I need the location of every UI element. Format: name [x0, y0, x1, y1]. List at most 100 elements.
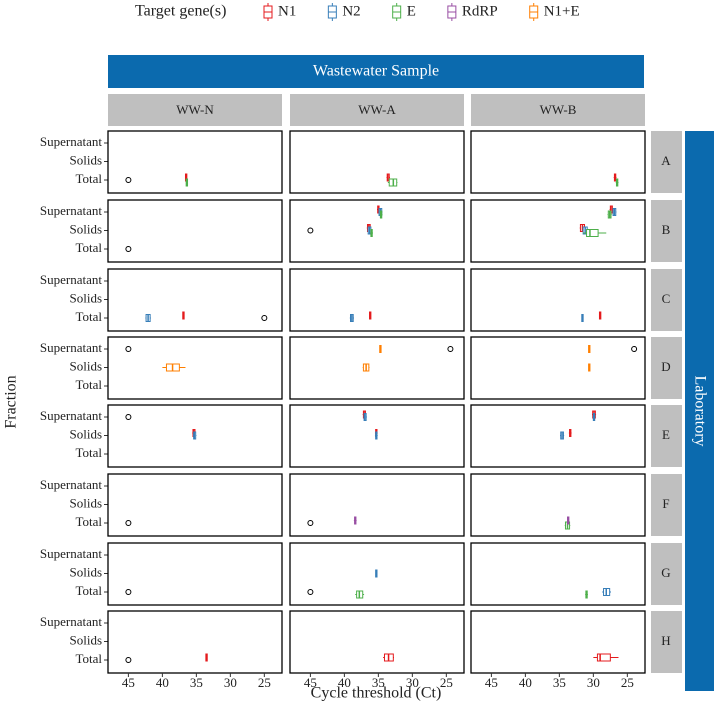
panel: [289, 610, 465, 674]
panel: [289, 473, 465, 537]
y-tick-label: Total: [75, 445, 102, 460]
y-tick-label: Total: [75, 514, 102, 529]
panel: [470, 336, 646, 400]
panel: [470, 199, 646, 263]
column-label: WW-N: [176, 102, 214, 117]
row-label: C: [662, 291, 671, 306]
panel: [107, 336, 283, 400]
legend-label: E: [407, 3, 416, 19]
panel: [107, 542, 283, 606]
x-tick-label: 35: [372, 675, 385, 690]
y-tick-label: Total: [75, 377, 102, 392]
outlier: [631, 346, 638, 352]
outlier: [125, 589, 132, 595]
row-header-strip: [685, 131, 714, 691]
row-label: D: [661, 359, 670, 374]
outlier: [261, 315, 268, 321]
legend-label: N2: [342, 3, 360, 19]
y-tick-label: Supernatant: [40, 134, 102, 149]
outlier: [125, 657, 132, 663]
legend-label: RdRP: [462, 3, 498, 19]
outlier: [125, 177, 132, 183]
row-label: F: [662, 496, 669, 511]
row-strip: [651, 337, 682, 399]
column-header-strip: [108, 55, 644, 88]
y-tick-label: Supernatant: [40, 477, 102, 492]
x-tick-label: 30: [587, 675, 600, 690]
x-tick-label: 45: [485, 675, 498, 690]
x-tick-label: 25: [440, 675, 453, 690]
outlier: [125, 346, 132, 352]
panel: [107, 130, 283, 194]
outlier: [447, 346, 454, 352]
row-label: H: [661, 633, 670, 648]
y-tick-label: Total: [75, 240, 102, 255]
outlier: [307, 520, 314, 526]
y-tick-label: Total: [75, 583, 102, 598]
column-label: WW-A: [358, 102, 396, 117]
y-tick-label: Solids: [69, 152, 102, 167]
y-tick-label: Solids: [69, 632, 102, 647]
legend-label: N1: [278, 3, 296, 19]
panel: [289, 130, 465, 194]
y-tick-label: Total: [75, 171, 102, 186]
row-strip: [651, 200, 682, 262]
outlier: [307, 589, 314, 595]
x-axis-label: Cycle threshold (Ct): [311, 685, 442, 702]
panel: [107, 473, 283, 537]
column-strip: [290, 94, 464, 126]
y-tick-label: Solids: [69, 495, 102, 510]
x-tick-label: 35: [190, 675, 203, 690]
x-tick-label: 35: [553, 675, 566, 690]
x-tick-label: 40: [338, 675, 351, 690]
row-strip: [651, 405, 682, 467]
y-tick-label: Total: [75, 309, 102, 324]
x-tick-label: 40: [519, 675, 532, 690]
x-tick-label: 30: [406, 675, 419, 690]
x-tick-label: 25: [621, 675, 634, 690]
row-strip: [651, 543, 682, 605]
legend-title: Target gene(s): [135, 3, 226, 20]
x-tick-label: 45: [304, 675, 317, 690]
y-tick-label: Solids: [69, 358, 102, 373]
panel: [107, 268, 283, 332]
outlier: [125, 520, 132, 526]
row-label: G: [661, 565, 670, 580]
row-label: B: [662, 222, 671, 237]
panel: [470, 542, 646, 606]
box: [596, 653, 611, 662]
x-tick-label: 25: [258, 675, 271, 690]
row-strip: [651, 474, 682, 536]
y-tick-label: Supernatant: [40, 546, 102, 561]
y-tick-label: Supernatant: [40, 614, 102, 629]
x-tick-label: 45: [122, 675, 135, 690]
x-tick-label: 30: [224, 675, 237, 690]
y-tick-label: Solids: [69, 290, 102, 305]
y-tick-label: Supernatant: [40, 408, 102, 423]
y-tick-label: Total: [75, 651, 102, 666]
panel: [289, 336, 465, 400]
row-strip: [651, 131, 682, 193]
y-axis-label: Fraction: [3, 375, 20, 428]
x-tick-label: 40: [156, 675, 169, 690]
outlier: [307, 227, 314, 234]
y-tick-label: Supernatant: [40, 272, 102, 287]
y-tick-label: Solids: [69, 221, 102, 236]
row-label: E: [662, 427, 670, 442]
row-label: A: [661, 153, 671, 168]
row-strip: [651, 269, 682, 331]
panel: [289, 199, 465, 263]
y-tick-label: Solids: [69, 426, 102, 441]
outlier: [125, 414, 132, 420]
panel: [470, 610, 646, 674]
panel: [107, 610, 283, 674]
column-strip: [471, 94, 645, 126]
panel: [289, 268, 465, 332]
column-strip: [108, 94, 282, 126]
panel: [107, 199, 283, 263]
outlier: [125, 246, 132, 252]
box: [586, 229, 599, 237]
row-strip: [651, 611, 682, 673]
y-tick-label: Supernatant: [40, 340, 102, 355]
